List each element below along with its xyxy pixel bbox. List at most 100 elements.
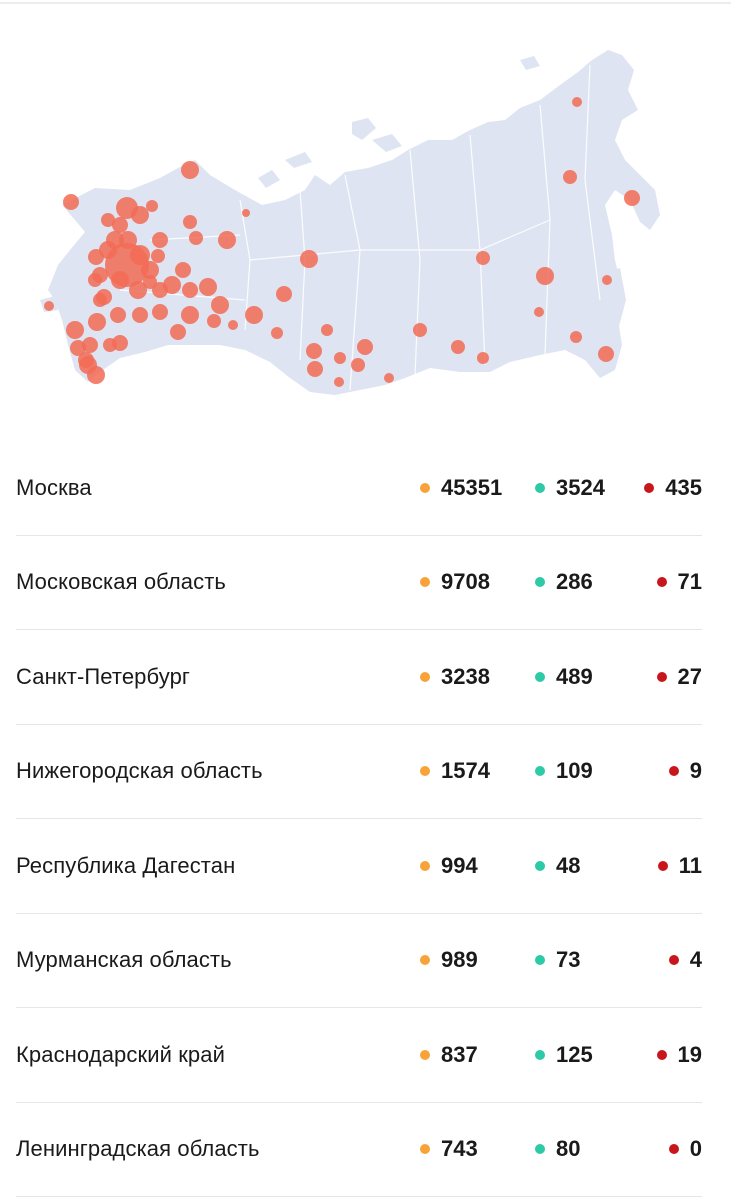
deaths-dot-icon [644, 482, 655, 493]
map-marker[interactable] [334, 352, 346, 364]
map-marker[interactable] [228, 320, 238, 330]
map-marker[interactable] [78, 352, 94, 368]
map-marker[interactable] [276, 286, 292, 302]
map-marker[interactable] [112, 217, 128, 233]
recovered-count: 73 [535, 947, 580, 973]
region-name: Санкт-Петербург [16, 663, 191, 689]
map-marker[interactable] [207, 314, 221, 328]
map-marker[interactable] [384, 373, 394, 383]
deaths-dot-icon [656, 577, 667, 588]
map-marker[interactable] [476, 251, 490, 265]
map-marker[interactable] [572, 97, 582, 107]
map-marker[interactable] [170, 324, 186, 340]
recovered-dot-icon [535, 577, 545, 588]
map-marker[interactable] [413, 323, 427, 337]
map-marker[interactable] [111, 271, 129, 289]
deaths-count: 435 [644, 475, 702, 501]
map-marker[interactable] [132, 307, 148, 323]
map-marker[interactable] [306, 343, 322, 359]
region-name: Московская область [16, 569, 226, 595]
deaths-dot-icon [668, 1144, 679, 1155]
region-stats-list: Москва 45351 3524 435 Московская область… [16, 441, 702, 1197]
recovered-count: 80 [535, 1136, 580, 1162]
map-marker[interactable] [218, 231, 236, 249]
region-row[interactable]: Мурманская область 989 73 4 [16, 914, 702, 1008]
cases-dot-icon [420, 1049, 430, 1060]
region-name: Республика Дагестан [16, 852, 236, 878]
deaths-count: 9 [668, 758, 702, 784]
map-markers [44, 97, 640, 387]
deaths-dot-icon [668, 766, 679, 777]
region-name: Мурманская область [16, 947, 232, 973]
map-marker[interactable] [334, 377, 344, 387]
map-marker[interactable] [131, 206, 149, 224]
map-marker[interactable] [300, 250, 318, 268]
map-marker[interactable] [119, 231, 137, 249]
map-marker[interactable] [44, 301, 54, 311]
map-marker[interactable] [143, 275, 157, 289]
region-row[interactable]: Краснодарский край 837 125 19 [16, 1008, 702, 1103]
map-marker[interactable] [152, 232, 168, 248]
map-marker[interactable] [181, 306, 199, 324]
region-name: Краснодарский край [16, 1041, 225, 1067]
map-marker[interactable] [96, 289, 112, 305]
map-marker[interactable] [110, 307, 126, 323]
map-marker[interactable] [181, 161, 199, 179]
recovered-dot-icon [535, 766, 545, 777]
map-marker[interactable] [146, 200, 158, 212]
map-marker[interactable] [271, 327, 283, 339]
cases-dot-icon [420, 482, 430, 493]
map-marker[interactable] [357, 339, 373, 355]
map-marker[interactable] [211, 296, 229, 314]
map-marker[interactable] [242, 209, 250, 217]
map-marker[interactable] [199, 278, 217, 296]
map-landmass [40, 50, 660, 395]
map-marker[interactable] [87, 366, 105, 384]
cases-count: 743 [420, 1136, 478, 1162]
map-marker[interactable] [141, 261, 159, 279]
region-row[interactable]: Московская область 9708 286 71 [16, 536, 702, 630]
region-row[interactable]: Санкт-Петербург 3238 489 27 [16, 630, 702, 725]
map-marker[interactable] [451, 340, 465, 354]
map-marker[interactable] [245, 306, 263, 324]
map-marker[interactable] [101, 213, 115, 227]
map-marker[interactable] [477, 352, 489, 364]
map-marker[interactable] [321, 324, 333, 336]
map-marker[interactable] [534, 307, 544, 317]
map-marker[interactable] [88, 249, 104, 265]
cases-dot-icon [420, 671, 430, 682]
map-marker[interactable] [189, 231, 203, 245]
map-marker[interactable] [536, 267, 554, 285]
map-marker[interactable] [570, 331, 582, 343]
region-row[interactable]: Нижегородская область 1574 109 9 [16, 725, 702, 819]
map-marker[interactable] [624, 190, 640, 206]
recovered-dot-icon [535, 1049, 545, 1060]
russia-map[interactable] [0, 0, 731, 420]
deaths-count: 11 [657, 853, 702, 879]
map-marker[interactable] [88, 273, 102, 287]
map-marker[interactable] [151, 249, 165, 263]
map-marker[interactable] [163, 276, 181, 294]
map-marker[interactable] [63, 194, 79, 210]
region-row[interactable]: Москва 45351 3524 435 [16, 441, 702, 536]
map-marker[interactable] [129, 281, 147, 299]
recovered-dot-icon [535, 1144, 545, 1155]
map-marker[interactable] [183, 215, 197, 229]
map-marker[interactable] [88, 313, 106, 331]
region-row[interactable]: Республика Дагестан 994 48 11 [16, 819, 702, 914]
map-marker[interactable] [351, 358, 365, 372]
map-marker[interactable] [66, 321, 84, 339]
map-marker[interactable] [598, 346, 614, 362]
map-marker[interactable] [602, 275, 612, 285]
map-marker[interactable] [182, 282, 198, 298]
map-marker[interactable] [70, 340, 86, 356]
region-row[interactable]: Ленинградская область 743 80 0 [16, 1103, 702, 1197]
map-marker[interactable] [152, 304, 168, 320]
map-marker[interactable] [130, 245, 150, 265]
map-marker[interactable] [307, 361, 323, 377]
map-marker[interactable] [106, 231, 124, 249]
map-marker[interactable] [112, 335, 128, 351]
map-marker[interactable] [175, 262, 191, 278]
map-marker[interactable] [82, 337, 98, 353]
map-marker[interactable] [563, 170, 577, 184]
